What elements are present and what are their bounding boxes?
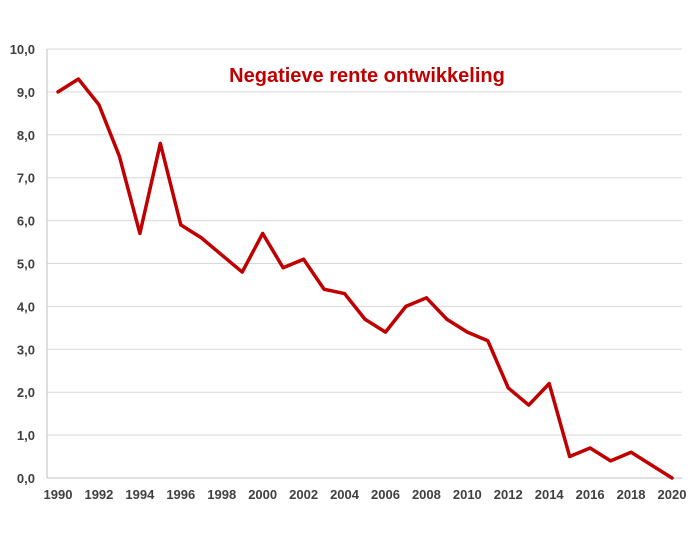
- y-tick-label: 1,0: [17, 428, 35, 443]
- series-layer: [56, 77, 674, 480]
- data-point: [220, 253, 223, 257]
- y-tick-label: 7,0: [17, 171, 35, 186]
- x-tick-label: 2004: [330, 487, 360, 502]
- data-point: [261, 232, 264, 235]
- y-tick-label: 0,0: [17, 471, 35, 486]
- data-point: [343, 292, 346, 295]
- x-tick-label: 1994: [125, 487, 155, 502]
- x-tick-label: 2018: [617, 487, 646, 502]
- y-tick-label: 9,0: [17, 85, 35, 100]
- y-tick-label: 6,0: [17, 214, 35, 229]
- data-point: [200, 236, 203, 239]
- chart-title: Negatieve rente ontwikkeling: [229, 65, 505, 87]
- data-point: [588, 446, 592, 450]
- data-point: [281, 266, 285, 269]
- data-point: [97, 103, 101, 106]
- data-point: [486, 339, 489, 342]
- data-point: [670, 476, 674, 480]
- data-point: [363, 318, 367, 321]
- data-point: [118, 155, 121, 158]
- data-point: [609, 459, 612, 463]
- x-tick-label: 1998: [207, 487, 236, 502]
- data-point: [159, 142, 162, 145]
- data-point: [322, 288, 326, 291]
- x-tick-label: 2006: [371, 487, 400, 502]
- x-tick-labels: 1990 1992 1994 1996 1998 2000 2002 2004 2006 2008…: [44, 487, 687, 502]
- data-point: [77, 77, 80, 81]
- gridlines: [47, 48, 682, 436]
- x-tick-label: 2014: [535, 487, 565, 502]
- data-point: [568, 455, 571, 458]
- x-tick-label: 2016: [576, 487, 605, 502]
- series-line: [56, 77, 674, 480]
- data-point: [629, 451, 633, 454]
- axes: [46, 49, 682, 479]
- data-point: [507, 386, 510, 390]
- data-point: [527, 403, 530, 407]
- data-point: [650, 463, 653, 467]
- y-tick-label: 3,0: [17, 342, 35, 357]
- x-tick-label: 2008: [412, 487, 441, 502]
- y-tick-label: 4,0: [17, 299, 35, 314]
- data-point: [241, 270, 244, 274]
- x-tick-label: 1996: [166, 487, 195, 502]
- data-point: [138, 232, 142, 235]
- x-tick-label: 2000: [248, 487, 277, 502]
- data-point: [466, 330, 469, 334]
- data-point: [404, 305, 408, 308]
- x-tick-label: 2020: [658, 487, 687, 502]
- data-point: [302, 258, 305, 261]
- x-tick-label: 1990: [44, 487, 73, 502]
- y-tick-label: 8,0: [17, 128, 35, 143]
- y-tick-label: 10,0: [10, 42, 35, 57]
- data-point: [548, 382, 551, 385]
- data-point: [179, 223, 182, 227]
- data-point: [445, 318, 449, 321]
- data-point: [384, 330, 387, 334]
- y-tick-labels: 0,0 1,0 2,0 3,0 4,0 5,0 6,0 7,0 8,0 9,0 10,0: [10, 42, 35, 486]
- x-tick-label: 2012: [494, 487, 523, 502]
- x-tick-label: 2002: [289, 487, 318, 502]
- data-point: [425, 296, 428, 300]
- y-tick-label: 2,0: [17, 385, 35, 400]
- data-point: [56, 90, 60, 94]
- y-tick-label: 5,0: [17, 257, 35, 272]
- x-tick-label: 2010: [453, 487, 482, 502]
- x-tick-label: 1992: [84, 487, 113, 502]
